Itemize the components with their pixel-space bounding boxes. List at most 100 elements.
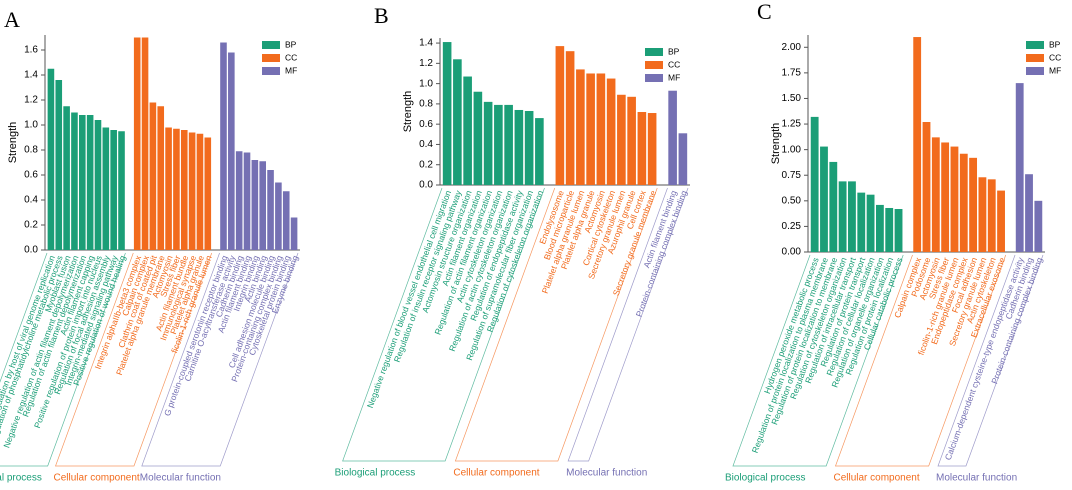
y-tick-label: 0.6 [24,170,38,181]
bar [63,106,70,250]
bar [235,151,243,250]
y-tick-label: 0.2 [24,220,38,231]
bar [55,80,63,250]
y-axis-label: Strength [770,123,782,165]
bar [848,181,856,252]
y-tick-label: 0.8 [419,99,433,110]
group-label: Biological process [725,473,806,484]
bar [110,130,117,250]
bar [555,46,565,185]
bar [133,37,141,250]
legend-swatch [645,61,663,69]
bar [931,137,940,252]
bar [149,102,157,250]
bar [290,217,298,250]
group-label: Molecular function [140,473,221,484]
bar [494,104,503,185]
bar [565,51,575,186]
bar [668,90,677,185]
group-label: Molecular function [936,473,1017,484]
bar [627,96,636,185]
bar [504,104,513,185]
chart-panel: B 0.0 0.2 0.4 0.6 0.8 1.0 1.2 1.4 Strength Negativ… [335,3,690,479]
bar [1015,83,1024,252]
group-bracket [732,254,904,467]
legend-swatch [262,67,280,75]
y-tick-label: 0.0 [24,245,38,256]
bar [959,153,968,252]
y-tick-label: 1.25 [782,119,802,130]
bar [180,130,188,250]
bar [535,118,544,185]
legend-swatch [262,41,280,49]
x-tick-label: Negative regulation of blood vessel endo… [365,189,453,409]
group-bracket [567,187,689,462]
y-tick-label: 0.50 [782,195,802,206]
group-label: Molecular function [566,468,647,479]
bar [453,59,462,185]
bar [173,128,180,250]
group-label: Biological process [0,473,42,484]
y-tick-label: 1.4 [419,38,433,49]
bar [829,161,838,252]
bar [220,42,227,250]
bar [243,152,251,250]
bar [913,37,922,253]
legend-label: CC [1049,52,1061,62]
bar [79,115,86,250]
y-tick-label: 0.2 [419,159,433,170]
chart-panel: C 0.00 0.25 0.50 0.75 1.00 1.25 1.50 1.75 2.00 Str… [725,0,1061,484]
legend-swatch [645,74,663,82]
group-bracket [342,187,545,462]
bar [1034,200,1043,252]
bar [637,112,647,185]
legend-label: MF [1049,65,1061,75]
y-axis-label: Strength [7,122,19,164]
chart-panel: A0.00.20.40.60.81.01.21.41.6StrengthPosi… [0,7,300,484]
bar [576,69,585,185]
legend-swatch [1026,54,1044,62]
y-tick-label: 1.75 [782,68,802,79]
y-tick-label: 0.0 [419,180,433,191]
group-bracket [0,252,126,467]
bar [141,37,149,250]
bar [647,113,657,185]
y-tick-label: 0.6 [419,119,433,130]
bar [606,78,616,185]
group-bracket [454,187,658,462]
bar [820,146,828,252]
bar [596,73,606,185]
y-tick-label: 0.4 [419,139,433,150]
legend-swatch [1026,41,1044,49]
y-tick-label: 1.4 [24,70,38,81]
panel-label: C [757,0,772,24]
bar [118,131,125,250]
legend-label: CC [285,52,297,62]
group-label: Biological process [335,468,416,479]
y-tick-label: 1.2 [24,95,38,106]
bar [987,179,996,252]
bar [941,142,950,252]
bar [251,160,259,250]
legend-label: BP [1049,39,1061,49]
bar [463,76,472,185]
bar [1025,174,1033,252]
bar [473,91,483,185]
bar [71,112,78,250]
bar [810,116,819,252]
bar [275,182,282,250]
bar [196,133,204,250]
legend-label: MF [285,65,297,75]
bar [483,101,493,185]
bar [617,94,626,185]
y-tick-label: 1.0 [24,120,38,131]
bar [102,127,110,250]
panel-label: B [374,3,389,28]
bar [678,133,688,185]
bar [204,137,212,250]
y-tick-label: 1.2 [419,58,433,69]
group-label: Cellular component [453,468,539,479]
bar [894,209,903,252]
bar [978,177,987,252]
bar [267,170,274,250]
